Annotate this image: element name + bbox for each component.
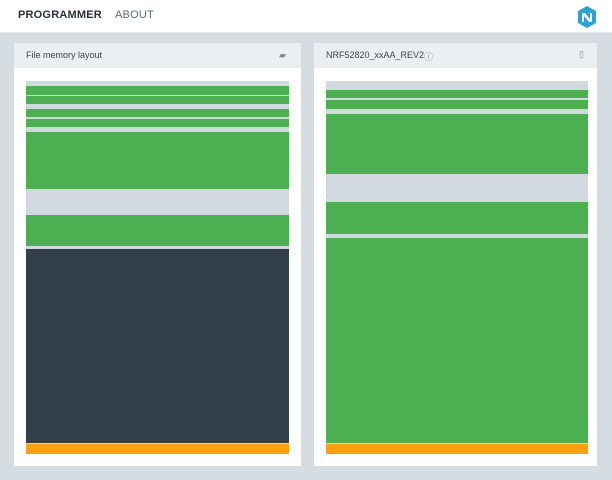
bootloader-region[interactable] — [26, 444, 289, 454]
memory-region[interactable] — [26, 96, 289, 104]
nav-programmer[interactable]: PROGRAMMER — [18, 9, 102, 21]
file-memory-layout-panel: File memory layout ▰ — [14, 43, 301, 466]
panel-title: File memory layout — [26, 50, 103, 60]
folder-open-icon[interactable]: ▰ — [279, 50, 286, 60]
memory-region[interactable] — [26, 109, 289, 117]
memory-region[interactable] — [326, 90, 588, 98]
bootloader-region[interactable] — [326, 444, 588, 454]
info-icon[interactable]: ⓘ — [424, 52, 434, 62]
nordic-logo-icon — [578, 6, 596, 28]
memory-region[interactable] — [326, 100, 588, 109]
device-memory-layout-panel: NRF52820_xxAA_REV2 ⓘ ▯ — [314, 43, 597, 466]
memory-region[interactable] — [326, 238, 588, 443]
memory-region[interactable] — [26, 132, 289, 189]
nav-about[interactable]: ABOUT — [115, 9, 154, 21]
memory-region[interactable] — [26, 215, 289, 246]
device-name: NRF52820_xxAA_REV2 — [326, 50, 425, 60]
memory-region[interactable] — [326, 114, 588, 174]
file-memory-map — [26, 81, 289, 454]
chip-icon: ▯ — [579, 49, 584, 59]
top-navigation-bar: PROGRAMMER ABOUT — [0, 0, 612, 33]
panel-header: NRF52820_xxAA_REV2 ⓘ ▯ — [314, 43, 597, 68]
memory-region[interactable] — [26, 86, 289, 95]
device-memory-map — [326, 81, 588, 454]
memory-region[interactable] — [26, 119, 289, 127]
panel-header: File memory layout ▰ — [14, 43, 301, 68]
memory-region[interactable] — [326, 202, 588, 234]
memory-region-dark[interactable] — [26, 249, 289, 443]
